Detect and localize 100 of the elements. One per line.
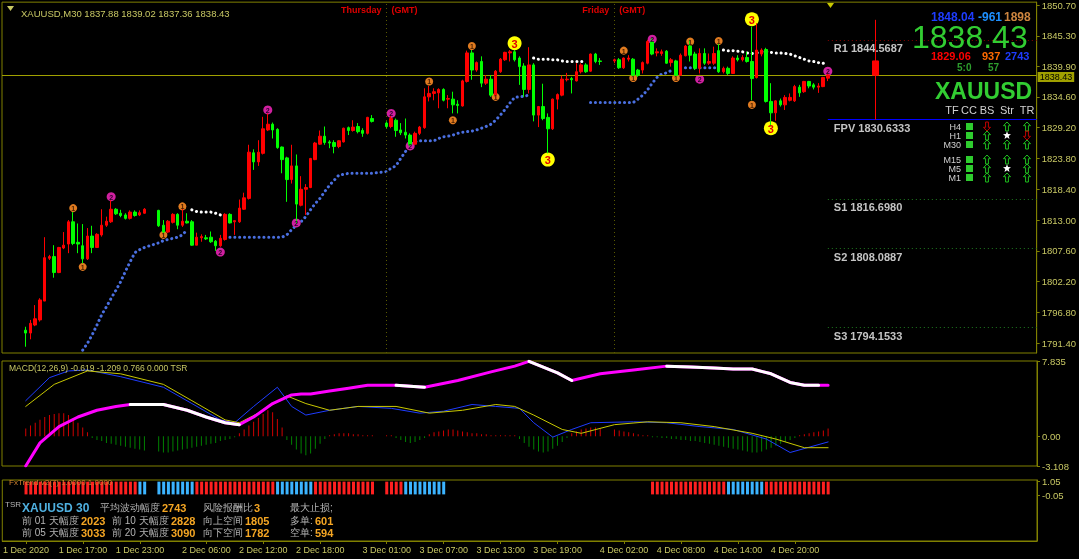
candlestick — [176, 212, 179, 230]
annotation: 3 — [254, 502, 261, 514]
annotation: 2828 — [171, 515, 196, 527]
candlestick — [200, 233, 203, 243]
annotation: 1782 — [245, 527, 270, 539]
annotation: M5 — [948, 164, 961, 174]
candlestick — [385, 120, 388, 129]
candlestick — [484, 74, 488, 86]
annotation: H1 — [949, 131, 961, 141]
candlestick — [807, 80, 811, 89]
annotation: 空单: — [290, 527, 313, 538]
annotation: 3033 — [81, 527, 106, 539]
annotation: 前 05 天幅度 — [22, 527, 79, 538]
candlestick — [389, 114, 393, 129]
candlestick — [679, 52, 682, 77]
annotation: M15 — [943, 155, 961, 165]
candlestick — [451, 91, 455, 114]
y-tick-label: 1807.60 — [1041, 245, 1076, 257]
candlestick — [109, 199, 113, 224]
candlestick — [366, 116, 369, 135]
candlestick — [641, 60, 644, 74]
candlestick — [655, 47, 659, 57]
candlestick — [81, 223, 84, 264]
candlestick — [717, 42, 720, 74]
ref-line-label: S2 1808.0887 — [833, 250, 903, 263]
x-tick-label: 2 Dec 06:00 — [182, 544, 231, 555]
candlestick — [627, 54, 630, 62]
ref-line-label: Thursday (GMT) — [340, 4, 418, 15]
y-tick-label: 1834.60 — [1041, 91, 1076, 103]
annotation: 3 — [767, 122, 774, 135]
candlestick — [527, 46, 531, 94]
candlestick — [475, 60, 478, 73]
y-tick-label: 1802.20 — [1041, 276, 1076, 288]
candlestick — [233, 219, 236, 236]
candlestick — [24, 326, 27, 348]
candlestick — [295, 153, 298, 224]
candlestick — [613, 58, 616, 64]
candlestick — [446, 94, 450, 109]
x-tick-label: 2 Dec 12:00 — [239, 544, 288, 555]
annotation: 平均波动幅度 — [100, 502, 160, 513]
y-tick-label: 7.835 — [1042, 355, 1066, 367]
annotation: 前 10 天幅度 — [112, 515, 169, 526]
candlestick — [162, 219, 165, 234]
candlestick — [669, 57, 673, 68]
candlestick — [133, 209, 137, 218]
candlestick — [703, 47, 706, 66]
x-tick-label: 1 Dec 17:00 — [58, 544, 108, 555]
candlestick — [157, 209, 160, 228]
candlestick — [589, 52, 592, 73]
annotation: 多单: — [290, 515, 313, 526]
candlestick — [332, 139, 336, 154]
x-tick-label: 1 Dec 2020 — [2, 544, 50, 555]
x-tick-label: 4 Dec 14:00 — [713, 544, 763, 555]
annotation: 3 — [544, 154, 551, 167]
y-tick-label: 1823.80 — [1041, 152, 1076, 164]
annotation: 601 — [315, 515, 334, 527]
y-tick-label: 1839.90 — [1041, 61, 1076, 73]
candlestick — [52, 244, 56, 279]
candlestick — [684, 44, 687, 57]
annotation: 3090 — [171, 527, 196, 539]
candlestick — [760, 47, 763, 57]
candlestick — [271, 122, 274, 139]
candlestick — [798, 84, 801, 98]
annotation: 3 — [748, 13, 755, 26]
x-tick-label: 1 Dec 23:00 — [115, 544, 165, 555]
y-tick-label: 1791.40 — [1041, 337, 1076, 349]
x-tick-label: 3 Dec 13:00 — [476, 544, 525, 555]
y-tick-label: 1813.00 — [1041, 214, 1076, 226]
annotation: 2743 — [162, 502, 187, 514]
candlestick — [252, 148, 255, 171]
annotation: 594 — [315, 527, 335, 539]
annotation: 5:0 — [957, 62, 972, 73]
candlestick — [394, 118, 398, 138]
x-tick-label: 2 Dec 18:00 — [296, 544, 345, 555]
candlestick — [646, 39, 649, 65]
annotation: 1848.04 — [931, 10, 975, 24]
candlestick — [722, 66, 725, 74]
annotation: 最大止损; — [290, 502, 333, 513]
candlestick — [598, 57, 602, 66]
annotation: 1805 — [245, 515, 270, 527]
y-tick-label: -0.05 — [1042, 489, 1064, 501]
y-tick-label: 0.00 — [1042, 430, 1061, 442]
annotation: XAUUSD — [935, 78, 1033, 104]
annotation: TR — [1019, 104, 1035, 116]
candlestick — [323, 126, 326, 146]
annotation: 2023 — [81, 515, 106, 527]
candlestick — [356, 122, 360, 134]
y-tick-label: 1850.70 — [1041, 0, 1076, 11]
annotation: BS — [979, 104, 995, 116]
candlestick — [570, 76, 573, 94]
x-tick-label: 4 Dec 02:00 — [599, 544, 649, 555]
candlestick — [736, 54, 739, 62]
annotation: 前 01 天幅度 — [22, 515, 79, 526]
x-tick-label: 3 Dec 07:00 — [419, 544, 468, 555]
x-tick-label: 3 Dec 19:00 — [533, 544, 582, 555]
annotation: XAUUSD 30 — [22, 501, 90, 515]
candlestick — [551, 98, 554, 131]
candlestick — [532, 62, 535, 122]
y-tick-label: 1829.20 — [1041, 122, 1076, 134]
candlestick — [138, 209, 141, 217]
